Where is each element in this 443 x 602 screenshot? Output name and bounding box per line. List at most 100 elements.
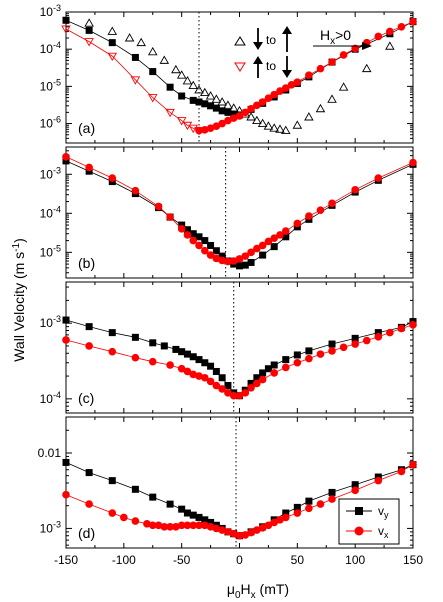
y-axis-label-close: ): [11, 238, 27, 243]
data-point: [195, 372, 203, 380]
legend-vx-label: vx: [378, 524, 389, 540]
data-point: [409, 17, 417, 26]
data-point: [316, 206, 325, 215]
data-point: [282, 356, 290, 364]
x-axis-label-subx: x: [251, 590, 256, 601]
data-point: [148, 521, 157, 530]
data-point: [280, 125, 291, 134]
data-point: [293, 358, 302, 367]
data-point: [385, 41, 395, 50]
data-point: [194, 127, 204, 136]
data-point: [259, 251, 267, 259]
series-open-triangle-up: [84, 18, 395, 134]
y-tick-label: 10-5: [40, 243, 61, 259]
data-point: [178, 505, 186, 513]
data-point: [247, 383, 255, 392]
data-point: [143, 520, 151, 528]
data-point: [351, 486, 359, 495]
data-point: [195, 126, 203, 135]
data-point: [176, 70, 187, 79]
data-point: [235, 255, 244, 263]
data-point: [176, 117, 187, 126]
data-point: [62, 458, 70, 466]
data-point: [247, 258, 255, 266]
data-point: [253, 379, 261, 388]
data-point: [131, 353, 140, 362]
data-point: [165, 108, 175, 118]
data-point: [131, 186, 140, 195]
series-filled-square: [62, 157, 417, 270]
series-line: [65, 28, 200, 131]
data-point: [189, 521, 198, 530]
arrow-down-head-icon: [253, 42, 263, 50]
series-filled-circle: [62, 321, 417, 400]
data-point: [130, 76, 141, 85]
panels-group: 10-610-510-410-3(a)10-510-410-3(b)10-410…: [38, 3, 424, 567]
data-point: [328, 495, 336, 503]
data-point: [263, 121, 274, 130]
data-point: [166, 83, 174, 91]
data-point: [172, 523, 180, 531]
data-point: [270, 90, 279, 99]
data-point: [409, 321, 417, 329]
data-point: [149, 68, 157, 76]
legend-vx-marker-icon: [354, 526, 364, 536]
data-point: [276, 87, 284, 95]
data-point: [189, 96, 197, 104]
panel-d: -150 -100 -50 0 50 100 150 10-3 0.01 (d): [38, 416, 423, 567]
data-point: [207, 362, 215, 370]
data-point: [328, 347, 336, 355]
data-point: [397, 467, 406, 476]
data-point: [62, 153, 70, 161]
data-point: [409, 460, 417, 469]
data-point: [183, 367, 192, 376]
data-point: [224, 257, 232, 266]
data-point: [235, 391, 244, 400]
data-point: [166, 500, 174, 508]
data-point: [206, 377, 215, 386]
data-point: [253, 244, 261, 253]
data-point: [293, 351, 301, 359]
data-point: [154, 202, 163, 211]
data-point: [62, 316, 70, 324]
data-point: [374, 32, 383, 41]
data-point: [183, 521, 192, 530]
series-filled-square: [62, 316, 417, 400]
data-point: [229, 529, 238, 538]
data-point: [223, 100, 233, 109]
data-point: [224, 389, 232, 397]
data-point: [201, 373, 209, 382]
legend-vy-marker-icon: [355, 507, 363, 515]
legend-open-triangle-down-icon: [234, 62, 246, 72]
data-point: [171, 64, 181, 74]
data-point: [305, 347, 313, 355]
data-point: [166, 361, 174, 369]
data-point: [183, 350, 191, 358]
data-point: [159, 55, 170, 64]
data-point: [304, 112, 314, 121]
data-point: [62, 16, 70, 24]
arrow-up-head-icon-2: [253, 56, 263, 64]
data-point: [235, 531, 244, 540]
data-point: [293, 78, 302, 86]
data-point: [397, 324, 406, 333]
data-point: [131, 517, 140, 525]
data-point: [281, 363, 290, 372]
data-point: [107, 26, 118, 35]
data-point: [85, 342, 93, 350]
data-point: [229, 257, 238, 265]
x-axis-label: μ0Hx (mT): [227, 581, 289, 601]
y-tick-label: 10-4: [40, 204, 61, 220]
data-point: [149, 493, 157, 501]
data-point: [166, 523, 174, 531]
data-point: [224, 116, 232, 125]
data-point: [264, 521, 273, 530]
data-point: [224, 382, 232, 390]
data-point: [160, 523, 169, 531]
data-point: [305, 71, 313, 79]
data-point: [264, 365, 272, 373]
hx-annotation: Hx>0: [313, 27, 372, 50]
data-point: [276, 516, 284, 524]
data-point: [328, 199, 336, 208]
data-point: [212, 104, 220, 112]
